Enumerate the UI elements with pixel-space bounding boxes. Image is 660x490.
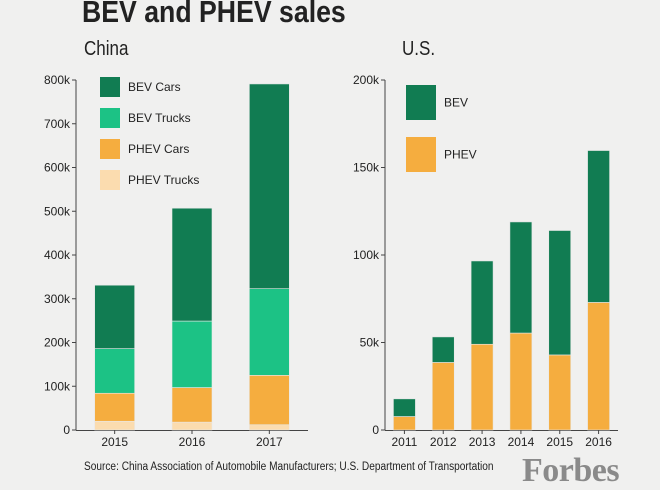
y-tick-label: 100k [353,248,380,262]
y-tick-label: 0 [372,423,379,437]
legend-swatch-bev-cars [100,77,120,97]
x-tick-label: 2012 [430,435,457,449]
x-tick-label: 2014 [508,435,535,449]
us-panel-title: U.S. [402,38,436,60]
bar-phev-2011 [393,416,416,431]
y-tick-label: 400k [44,248,71,262]
legend-swatch-phev-cars [100,139,120,159]
bar-phev-2016 [587,302,610,431]
bar-bev-trucks-2017 [249,288,290,376]
legend-swatch-phev-trucks [100,170,120,190]
y-tick-label: 600k [44,161,71,175]
legend-swatch-bev-trucks [100,108,120,128]
bar-bev-2012 [431,336,455,363]
x-tick-label: 2011 [392,435,418,449]
x-tick-label: 2015 [101,435,128,449]
bar-phev-2014 [509,332,533,431]
bar-phev-cars-2016 [171,387,213,423]
y-tick-label: 100k [44,379,71,393]
forbes-logo: Forbes [522,452,620,489]
bar-phev-2015 [548,354,572,431]
bar-bev-2014 [509,221,533,334]
x-tick-label: 2013 [469,435,496,449]
x-tick-label: 2016 [179,435,206,449]
y-tick-label: 50k [360,336,380,350]
legend-swatch-bev [406,85,436,120]
legend-label-bev: BEV [444,96,468,110]
y-tick-label: 150k [353,161,380,175]
bar-bev-cars-2015 [94,284,135,349]
x-tick-label: 2015 [546,435,573,449]
bar-bev-2015 [548,230,572,356]
chart-title: BEV and PHEV sales [82,0,346,29]
bar-bev-cars-2017 [249,83,290,289]
bar-bev-2016 [587,150,610,303]
x-tick-label: 2016 [585,435,612,449]
legend-label-bev-trucks: BEV Trucks [128,111,191,125]
bar-bev-cars-2016 [171,207,213,322]
y-tick-label: 500k [44,204,71,218]
y-tick-label: 300k [44,292,71,306]
y-tick-label: 200k [44,336,71,350]
bar-phev-2012 [431,362,455,431]
y-tick-label: 700k [44,117,71,131]
y-tick-label: 200k [353,73,380,87]
bar-phev-2013 [470,343,494,431]
china-panel-title: China [84,38,129,60]
x-tick-label: 2017 [256,435,283,449]
legend-label-bev-cars: BEV Cars [128,80,181,94]
legend-label-phev: PHEV [444,148,477,162]
legend-label-phev-trucks: PHEV Trucks [128,173,199,187]
bar-bev-trucks-2016 [171,320,213,388]
bar-bev-2011 [393,398,416,417]
y-tick-label: 0 [63,423,70,437]
y-tick-label: 800k [44,73,71,87]
source-note: Source: China Association of Automobile … [84,461,494,473]
bar-bev-2013 [470,260,494,345]
legend-label-phev-cars: PHEV Cars [128,142,189,156]
legend-swatch-phev [406,137,436,172]
